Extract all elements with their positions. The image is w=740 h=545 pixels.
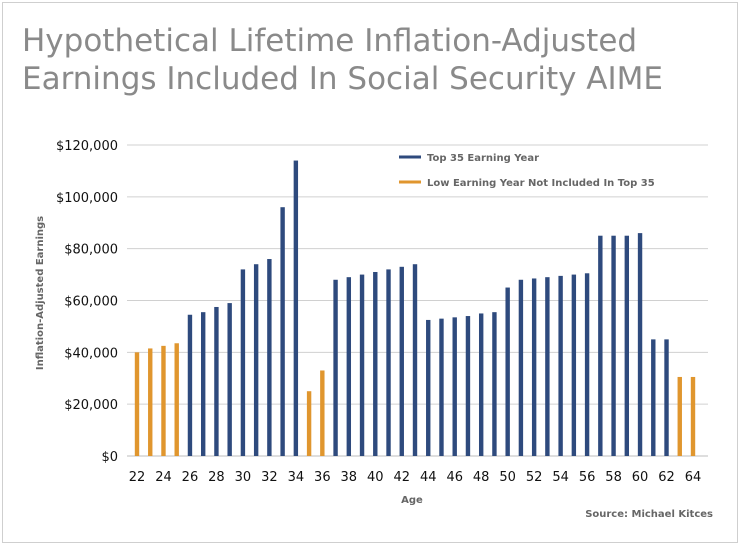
bar-age-35 [306,391,312,456]
x-tick-label: 38 [341,470,358,485]
source-note: Source: Michael Kitces [585,509,713,520]
bar-age-32 [267,259,272,456]
bar-age-53 [545,277,550,456]
bar-age-46 [452,317,457,456]
bar-age-64 [690,376,696,456]
bar-age-33 [280,207,285,456]
y-tick-label: $80,000 [64,243,118,258]
bar-age-48 [478,313,484,456]
bar-age-62 [664,339,669,456]
x-tick-label: 54 [552,470,569,485]
bar-age-57 [598,235,603,456]
bar-age-27 [200,312,206,456]
bar-age-40 [373,271,378,456]
legend-label-low: Low Earning Year Not Included In Top 35 [427,178,655,189]
y-tick-label: $100,000 [56,191,118,206]
bar-age-22 [134,352,140,456]
x-tick-label: 24 [155,470,172,485]
x-tick-label: 34 [288,470,305,485]
bar-age-23 [148,348,153,456]
x-tick-label: 36 [314,470,331,485]
x-tick-label: 40 [367,470,384,485]
bar-age-29 [227,303,232,456]
x-tick-label: 26 [182,470,199,485]
title-line-1: Hypothetical Lifetime Inflation-Adjusted [22,23,638,59]
bar-age-59 [624,235,630,456]
x-tick-label: 22 [129,470,146,485]
x-tick-label: 30 [235,470,252,485]
bar-age-28 [214,306,219,456]
chart-title: Hypothetical Lifetime Inflation-Adjusted… [22,22,663,98]
x-tick-label: 52 [526,470,543,485]
bar-age-47 [465,316,471,456]
x-tick-label: 32 [261,470,278,485]
y-tick-label: $0 [101,450,118,465]
bar-age-56 [584,273,590,456]
bar-age-26 [187,314,193,456]
bar-age-58 [611,235,616,456]
bar-age-38 [346,277,352,456]
bar-age-55 [571,274,577,456]
legend: Top 35 Earning Year Low Earning Year Not… [380,146,710,194]
x-tick-label: 48 [473,470,490,485]
bar-age-30 [240,269,246,456]
bar-age-42 [399,266,404,456]
bar-age-50 [505,287,510,456]
y-tick-label: $60,000 [64,295,118,310]
bar-age-61 [651,339,656,456]
x-tick-label: 46 [446,470,463,485]
bar-age-34 [293,160,299,457]
bar-age-36 [320,370,325,456]
legend-label-top35: Top 35 Earning Year [427,153,539,164]
x-tick-label: 42 [393,470,410,485]
bar-age-63 [677,376,682,456]
bar-age-43 [412,264,418,456]
bar-age-37 [333,279,338,456]
y-axis-label: Inflation-Adjusted Earnings [35,216,46,370]
title-line-2: Earnings Included In Social Security AIM… [22,61,663,97]
bar-age-54 [558,275,563,456]
bar-age-25 [174,343,179,456]
x-tick-label: 58 [605,470,622,485]
bar-age-45 [439,318,444,456]
x-tick-label: 56 [579,470,596,485]
bar-age-60 [637,233,643,456]
bar-age-31 [253,264,259,456]
x-tick-label: 62 [658,470,675,485]
bar-age-52 [531,278,537,456]
bar-age-41 [386,269,391,456]
bar-age-51 [518,279,524,456]
x-tick-label: 64 [685,470,702,485]
x-tick-label: 50 [499,470,516,485]
x-tick-label: 28 [208,470,225,485]
bar-age-49 [492,312,497,456]
bar-age-39 [359,274,365,456]
x-tick-label: 60 [632,470,649,485]
y-tick-label: $20,000 [64,398,118,413]
y-tick-label: $40,000 [64,346,118,361]
bar-age-44 [426,319,431,456]
y-tick-label: $120,000 [56,139,118,154]
x-axis-label: Age [401,495,423,506]
x-tick-label: 44 [420,470,437,485]
bar-age-24 [161,345,166,456]
